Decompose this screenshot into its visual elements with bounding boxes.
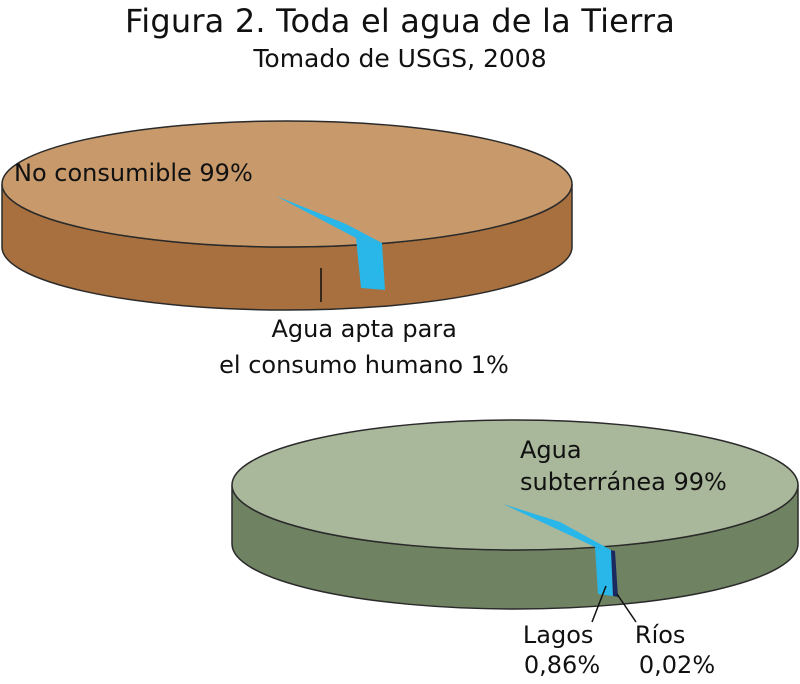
- upper-pie-slice-drinkable-top: [276, 196, 382, 243]
- upper-label-non-consumable: No consumible 99%: [14, 159, 253, 187]
- upper-pie-slice-drinkable-side: [356, 238, 385, 290]
- figure-subtitle: Tomado de USGS, 2008: [253, 44, 547, 73]
- lower-pie: Agua subterránea 99% Lagos 0,86% Ríos 0,…: [231, 419, 799, 679]
- figure-title: Figura 2. Toda el agua de la Tierra: [124, 2, 676, 40]
- lower-pie-slice-lakes-top: [503, 504, 611, 550]
- upper-label-drinkable: Agua apta para el consumo humano 1%: [219, 315, 509, 379]
- lower-label-groundwater: Agua subterránea 99%: [520, 436, 727, 496]
- lower-pie-top: [231, 419, 799, 551]
- lower-pie-leader-rivers: [616, 593, 637, 623]
- lower-pie-leader-lakes: [591, 585, 607, 623]
- lower-pie-slice-rivers: [611, 550, 618, 597]
- lower-label-rivers: Ríos 0,02%: [635, 621, 715, 679]
- upper-pie-top: [1, 120, 573, 248]
- lower-pie-slice-lakes-side: [595, 547, 613, 596]
- upper-pie: No consumible 99% Agua apta para el cons…: [1, 120, 573, 379]
- lower-label-lakes: Lagos 0,86%: [523, 621, 601, 679]
